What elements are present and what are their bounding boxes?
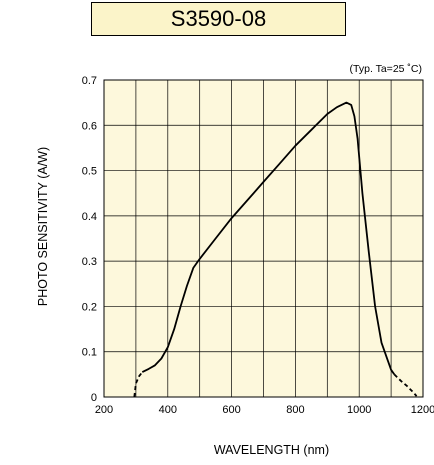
x-tick-label: 1200 [411, 404, 434, 416]
tick-labels: 200 400 600 800 1000 1200 0 0.1 0.2 0.3 0.4 0.5 0.6 0… [82, 75, 434, 416]
sensitivity-curve [141, 101, 396, 375]
y-tick-label: 0.3 [82, 256, 97, 268]
plot-frame [103, 79, 424, 398]
chart-title: S3590-08 [91, 2, 346, 36]
x-tick-label: 200 [95, 404, 113, 416]
y-tick-label: 0.7 [82, 75, 97, 87]
y-axis-label: PHOTO SENSITIVITY (A/W) [36, 147, 50, 306]
grid-lines [104, 80, 423, 397]
sensitivity-curve-dashed [393, 373, 418, 397]
x-tick-label: 800 [286, 404, 304, 416]
sensitivity-curve-dashed [133, 371, 144, 398]
y-tick-label: 0.5 [82, 166, 97, 178]
x-tick-label: 600 [222, 404, 240, 416]
series-group [133, 101, 418, 398]
x-tick-label: 400 [159, 404, 177, 416]
y-tick-label: 0.2 [82, 301, 97, 313]
y-tick-label: 0.1 [82, 347, 97, 359]
y-tick-label: 0 [91, 392, 97, 404]
x-tick-label: 1000 [347, 404, 371, 416]
y-tick-label: 0.4 [82, 211, 97, 223]
condition-note: (Typ. Ta=25 ˚C) [350, 63, 422, 75]
x-axis-label: WAVELENGTH (nm) [214, 443, 329, 457]
y-tick-label: 0.6 [82, 120, 97, 132]
